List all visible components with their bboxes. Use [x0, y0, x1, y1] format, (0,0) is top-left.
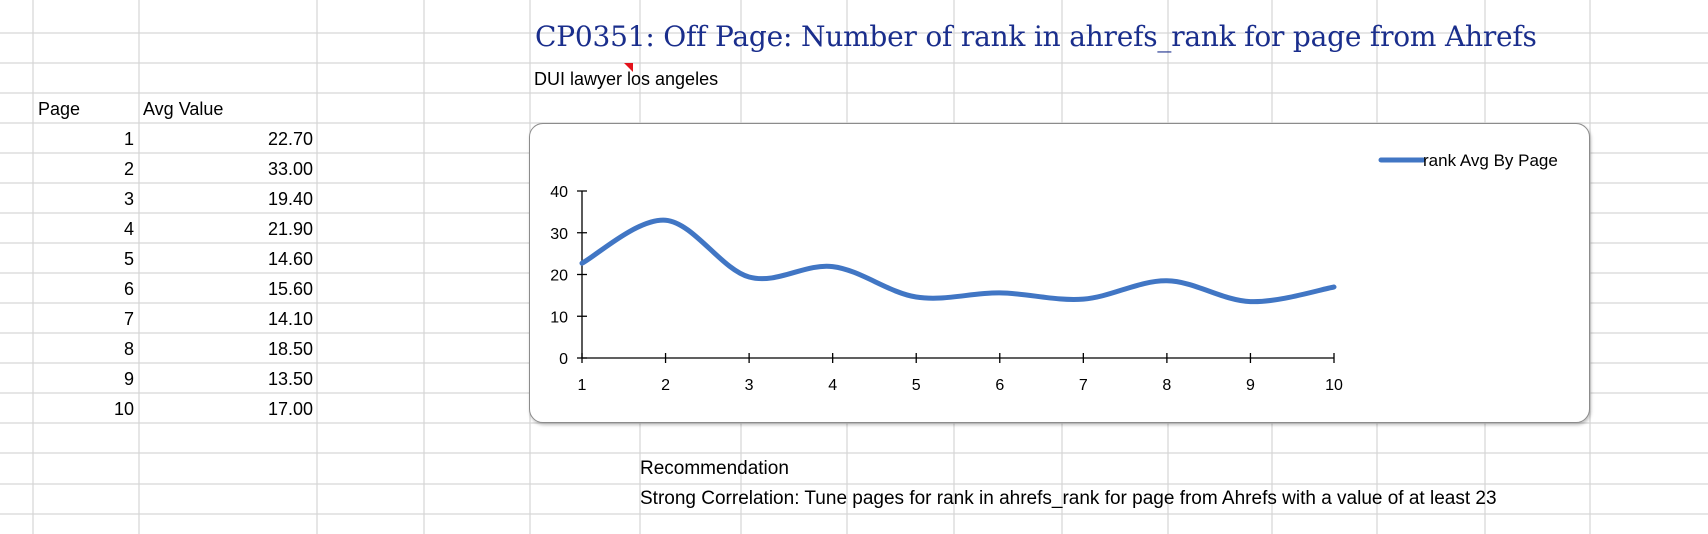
table-cell-page[interactable]: 1	[123, 129, 134, 149]
y-tick-label: 40	[550, 184, 568, 201]
data-point	[997, 290, 1002, 295]
table-cell-page[interactable]: 5	[123, 249, 134, 269]
series-line-rank-avg-by-page	[579, 217, 1337, 305]
data-point	[914, 295, 919, 300]
y-tick-label: 10	[550, 309, 568, 326]
x-tick-label: 5	[912, 377, 921, 394]
table-cell-page[interactable]: 4	[123, 219, 134, 239]
table-cell-avg-value[interactable]: 18.50	[267, 339, 313, 359]
table-cell-avg-value[interactable]: 33.00	[267, 159, 313, 179]
data-point	[1332, 285, 1337, 290]
data-point	[1164, 278, 1169, 283]
table-cell-page[interactable]: 8	[123, 339, 134, 359]
keyword-label[interactable]: DUI lawyer los angeles	[534, 69, 719, 89]
table-cell-avg-value[interactable]: 19.40	[267, 189, 313, 209]
table-cell-page[interactable]: 9	[123, 369, 134, 389]
data-point	[1081, 297, 1086, 302]
table-header-avg-value[interactable]: Avg Value	[143, 99, 224, 119]
data-point	[1248, 299, 1253, 304]
table-cell-page[interactable]: 10	[113, 399, 134, 419]
recommendation-text[interactable]: Strong Correlation: Tune pages for rank …	[640, 488, 1497, 509]
comment-indicator-icon[interactable]	[624, 63, 633, 72]
y-tick-label: 0	[559, 351, 568, 368]
page-title: CP0351: Off Page: Number of rank in ahre…	[535, 20, 1537, 53]
x-tick-label: 4	[828, 377, 837, 394]
y-tick-label: 30	[550, 226, 568, 243]
x-tick-label: 10	[1325, 377, 1343, 394]
x-tick-label: 3	[745, 377, 754, 394]
table-header-page[interactable]: Page	[38, 99, 81, 119]
table-cell-page[interactable]: 6	[123, 279, 134, 299]
table-cell-avg-value[interactable]: 13.50	[267, 369, 313, 389]
chart-container[interactable]: 0 10 20 30 40 1 2 3 4 5 6 7 8 9 10 rank Avg By Page	[529, 123, 1590, 423]
x-tick-label: 2	[661, 377, 670, 394]
recommendation-heading[interactable]: Recommendation	[640, 458, 789, 479]
x-tick-label: 6	[995, 377, 1004, 394]
table-cell-avg-value[interactable]: 14.10	[267, 309, 313, 329]
data-point	[747, 275, 752, 280]
legend-label: rank Avg By Page	[1423, 151, 1558, 170]
y-tick-label: 20	[550, 268, 568, 285]
table-cell-page[interactable]: 3	[123, 189, 134, 209]
table-cell-avg-value[interactable]: 22.70	[267, 129, 313, 149]
data-point	[830, 264, 835, 269]
table-cell-avg-value[interactable]: 17.00	[267, 399, 313, 419]
line-chart: 0 10 20 30 40 1 2 3 4 5 6 7 8 9 10 rank Avg By Page	[550, 151, 1558, 394]
data-point	[663, 218, 668, 223]
table-cell-page[interactable]: 7	[123, 309, 134, 329]
x-tick-label: 8	[1162, 377, 1171, 394]
table-cell-page[interactable]: 2	[123, 159, 134, 179]
x-tick-label: 7	[1079, 377, 1088, 394]
data-point	[580, 261, 585, 266]
x-tick-label: 9	[1246, 377, 1255, 394]
table-cell-avg-value[interactable]: 21.90	[267, 219, 313, 239]
table-cell-avg-value[interactable]: 14.60	[267, 249, 313, 269]
x-tick-label: 1	[578, 377, 587, 394]
table-cell-avg-value[interactable]: 15.60	[267, 279, 313, 299]
